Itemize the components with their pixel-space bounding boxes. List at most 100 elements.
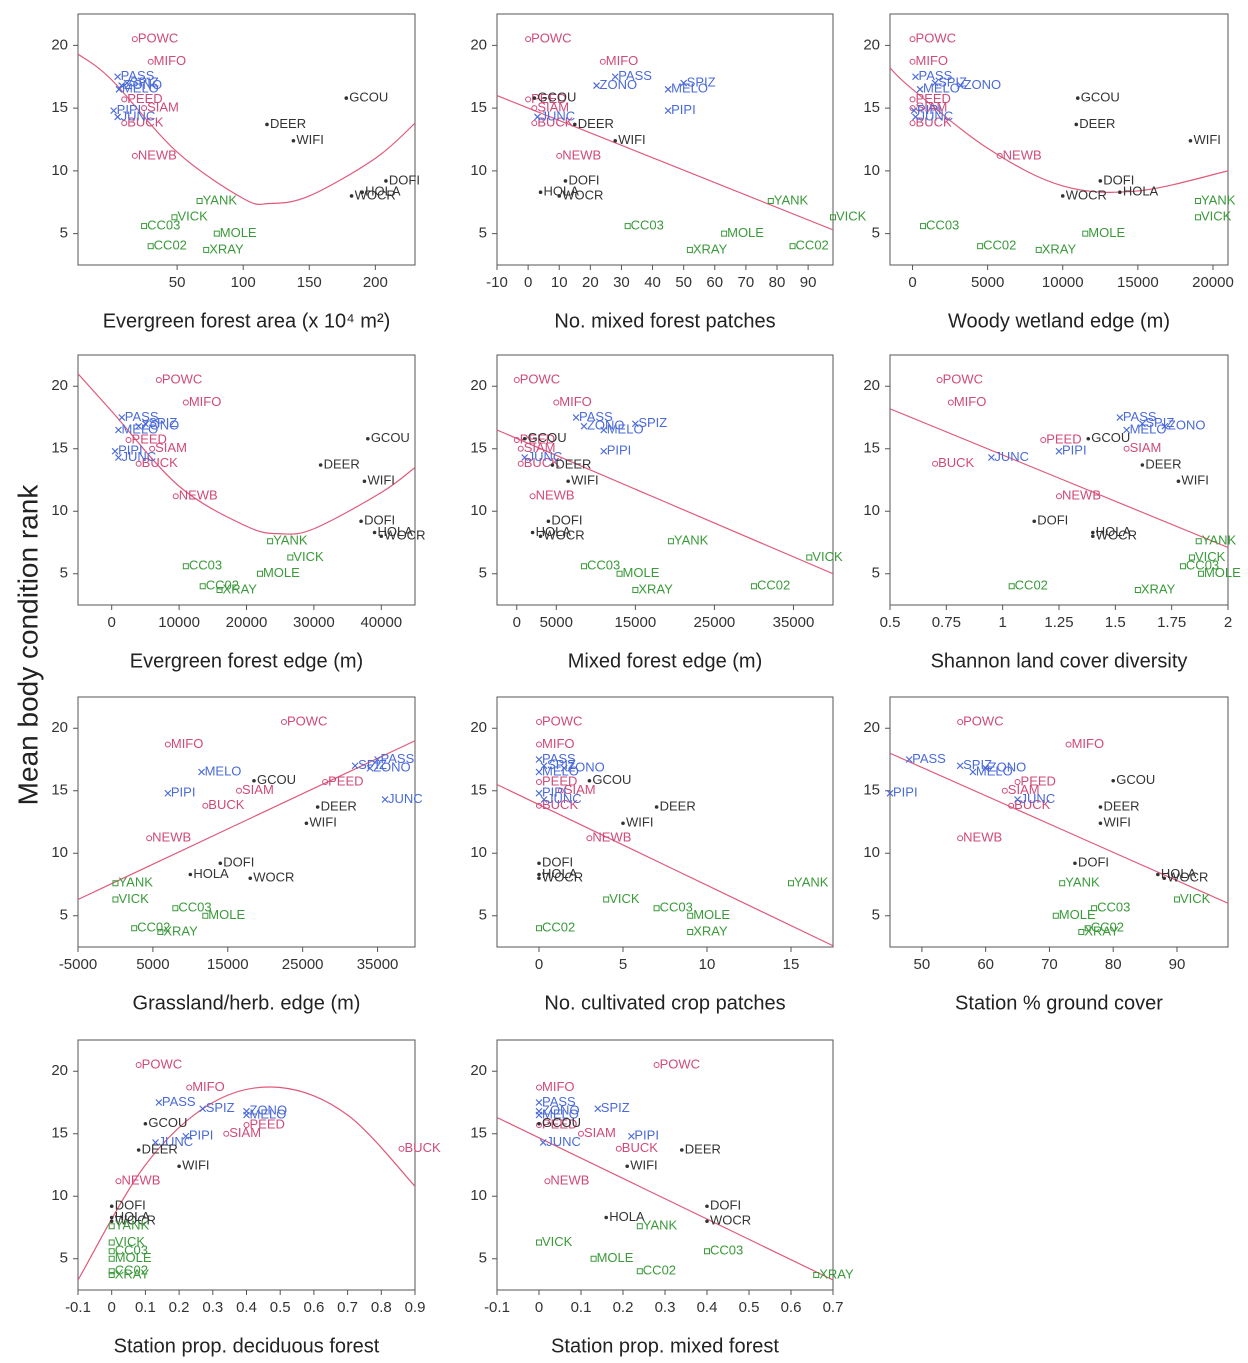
y-tick-label: 20 — [863, 377, 880, 394]
point — [957, 835, 964, 842]
point-label: MELO — [923, 81, 960, 96]
point-label: HOLA — [542, 866, 578, 881]
point — [813, 1272, 820, 1278]
point — [667, 538, 674, 545]
x-tick-label: 0.6 — [303, 1299, 324, 1316]
point — [171, 214, 178, 221]
point-label: HOLA — [609, 1209, 645, 1224]
point-label: HOLA — [1123, 184, 1159, 199]
point-label: WIFI — [1193, 132, 1220, 147]
point-label: DOFI — [542, 855, 573, 870]
x-tick-label: 0.4 — [697, 1299, 718, 1316]
point — [108, 1255, 115, 1262]
point — [198, 768, 205, 776]
point-label: MOLE — [208, 907, 245, 922]
point — [109, 1215, 114, 1220]
fit-line — [78, 740, 415, 901]
fit-line — [497, 783, 833, 947]
point — [1084, 925, 1091, 932]
point — [291, 138, 296, 143]
point — [1032, 519, 1037, 524]
point-label: YANK — [1065, 875, 1100, 890]
point — [535, 1111, 543, 1119]
point — [359, 519, 363, 524]
x-tick-label: 0 — [908, 274, 916, 291]
point — [322, 779, 329, 785]
x-tick-label: 2 — [1224, 614, 1232, 631]
point-label: WOCR — [542, 870, 583, 885]
point — [982, 764, 990, 772]
point — [1194, 197, 1201, 204]
point — [886, 789, 894, 797]
point-label: MELO — [1130, 421, 1167, 436]
point-label: PEED — [520, 431, 555, 446]
point-label: SPIZ — [358, 757, 387, 772]
point — [686, 246, 693, 253]
point — [143, 1121, 148, 1126]
point — [108, 1248, 115, 1255]
point — [1134, 587, 1141, 593]
point-label: XRAY — [693, 923, 728, 938]
point — [1074, 122, 1079, 127]
point-label: WIFI — [1103, 815, 1130, 830]
point — [563, 179, 568, 183]
point — [529, 493, 536, 500]
fit-line — [890, 408, 1228, 549]
point-label: VICK — [812, 549, 843, 564]
point — [1008, 802, 1015, 809]
point — [109, 1204, 114, 1209]
point-label: DEER — [660, 798, 696, 813]
x-tick-label: 70 — [1041, 956, 1058, 973]
point-label: ZONO — [250, 1103, 288, 1118]
x-tick-label: 0.2 — [613, 1299, 634, 1316]
point — [114, 73, 122, 81]
point-label: MIFO — [154, 53, 187, 68]
fit-line — [890, 752, 1228, 904]
point-label: NEWB — [138, 147, 177, 162]
y-tick-label: 10 — [51, 844, 68, 861]
point-label: BUCK — [405, 1140, 441, 1155]
point-label: WIFI — [630, 1158, 657, 1173]
y-tick-label: 5 — [60, 907, 68, 924]
point — [203, 246, 210, 253]
point — [909, 96, 916, 103]
point-label: SIAM — [584, 1125, 616, 1140]
point-label: MOLE — [263, 565, 300, 580]
point-label: DOFI — [389, 172, 420, 187]
x-tick-label: 20000 — [1192, 274, 1234, 291]
point — [537, 1121, 541, 1126]
point-label: PASS — [162, 1094, 196, 1109]
point-label: WOCR — [1167, 870, 1208, 885]
point-label: VICK — [609, 891, 640, 906]
point — [600, 447, 608, 455]
point — [164, 741, 171, 748]
point-label: PEED — [916, 91, 951, 106]
point — [572, 414, 580, 421]
x-axis-label: Station % ground cover — [955, 992, 1163, 1014]
point-label: MOLE — [115, 1250, 152, 1265]
point — [135, 1062, 142, 1068]
point-label: YANK — [118, 875, 153, 890]
point-label: DOFI — [710, 1198, 741, 1213]
point-label: ZONO — [1168, 418, 1206, 433]
point-label: MELO — [976, 763, 1013, 778]
fit-line — [497, 429, 833, 575]
point — [1056, 493, 1062, 500]
point — [1188, 138, 1193, 143]
x-tick-label: 40000 — [360, 614, 402, 631]
point — [540, 796, 548, 803]
x-tick-label: 90 — [800, 274, 817, 291]
point — [540, 762, 548, 770]
point-label: JUNC — [388, 791, 423, 806]
point-label: WOCR — [543, 528, 584, 543]
point-label: CC02 — [115, 1263, 148, 1278]
point — [530, 530, 535, 535]
point — [534, 113, 541, 121]
point-label: SPIZ — [206, 1100, 235, 1115]
point-label: CC03 — [631, 218, 664, 233]
point — [611, 73, 619, 81]
point — [366, 436, 370, 441]
point-label: SIAM — [147, 100, 179, 115]
point-label: DEER — [578, 116, 614, 131]
point — [398, 1145, 405, 1152]
